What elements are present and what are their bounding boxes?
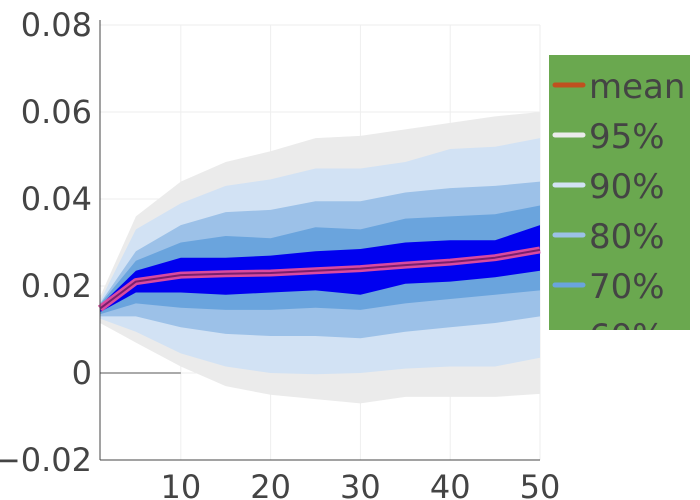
x-tick-label: 50 <box>520 468 561 500</box>
y-tick-label: 0.08 <box>21 6 92 44</box>
legend-entries: mean 95% 90% 80% 70% 60% <box>552 67 685 357</box>
y-tick-labels: −0.02 0 0.02 0.04 0.06 0.08 <box>0 6 92 479</box>
legend-label: 60% <box>589 317 665 357</box>
legend: mean 95% 90% 80% 70% 60% <box>549 55 690 357</box>
x-tick-label: 10 <box>160 468 201 500</box>
y-tick-label: 0.04 <box>21 180 92 218</box>
x-tick-label: 40 <box>430 468 471 500</box>
legend-label: 80% <box>589 217 665 257</box>
x-tick-label: 30 <box>340 468 381 500</box>
x-tick-label: 20 <box>250 468 291 500</box>
y-tick-label: 0.06 <box>21 93 92 131</box>
mean-line <box>99 248 541 310</box>
y-tick-label: −0.02 <box>0 441 92 479</box>
x-tick-labels: 10 20 30 40 50 <box>160 468 560 500</box>
y-tick-label: 0 <box>72 354 92 392</box>
legend-label: 70% <box>589 267 665 307</box>
legend-label: 95% <box>589 117 665 157</box>
legend-label: mean <box>589 67 685 107</box>
mean-line-group <box>97 246 541 312</box>
legend-label: 90% <box>589 167 665 207</box>
axes <box>99 20 540 461</box>
y-tick-label: 0.02 <box>21 267 92 305</box>
